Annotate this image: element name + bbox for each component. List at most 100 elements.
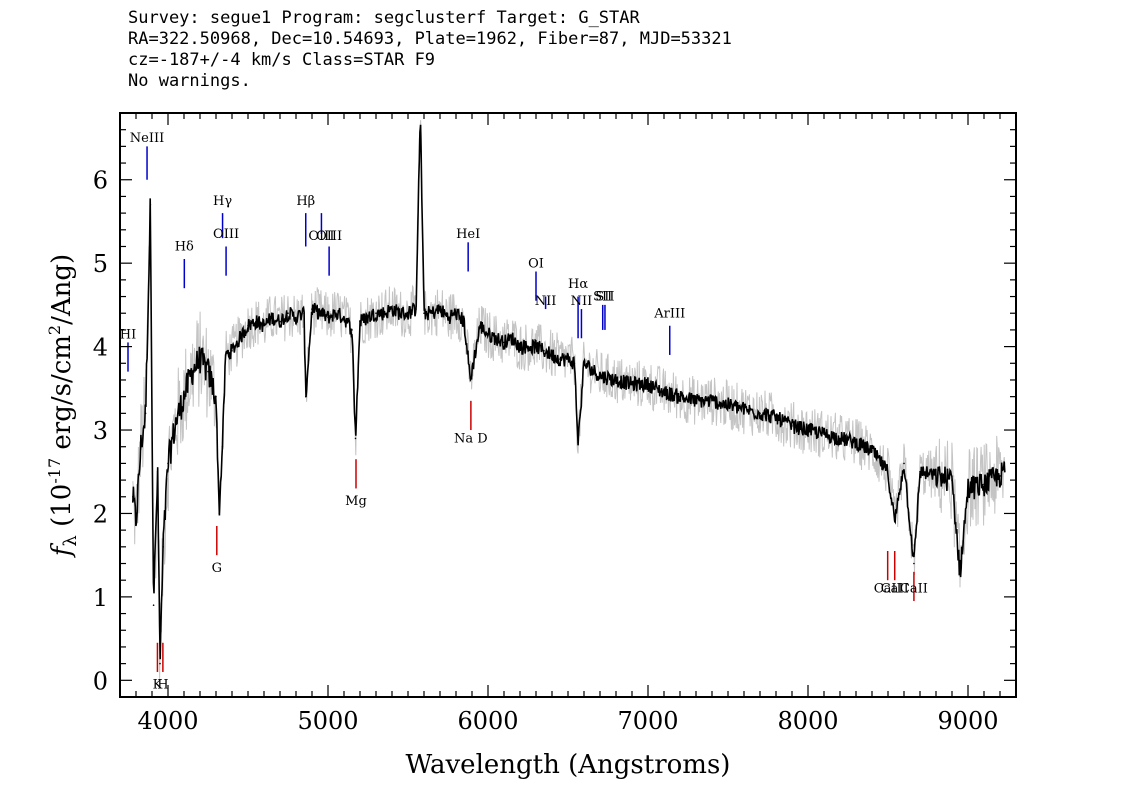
spectrum-point [647,383,649,385]
spectrum-point [319,312,321,315]
spectrum-point [199,358,201,360]
line-marker-label: G [212,561,222,576]
spectrum-point [447,316,449,319]
spectrum-point [351,329,353,331]
spectrum-point [140,445,142,448]
spectrum-point [311,308,313,310]
spectrum-point [871,450,873,452]
spectrum-point [255,320,257,323]
spectrum-point [218,512,220,515]
flux-spectrum-line [132,124,1006,660]
line-marker-label: Hα [568,277,588,292]
spectrum-point [967,487,969,490]
line-marker-label: OIII [316,229,342,244]
spectrum-point [354,437,357,440]
spectrum-point [135,521,137,523]
y-tick-label: 2 [93,500,108,528]
spectrum-point [431,312,433,315]
spectrum-point [167,462,169,465]
spectrum-point [567,358,569,360]
spectrum-point [559,358,561,360]
line-marker-label: SII [593,290,612,305]
spectrum-point [807,429,809,431]
spectrum-point [951,479,953,481]
spectrum-point [149,204,152,206]
spectrum-point [999,475,1001,477]
spectrum-point [215,395,217,398]
spectrum-point [279,320,281,323]
spectrum-point [399,312,401,315]
header-line-coordinates: RA=322.50968, Dec=10.54693, Plate=1962, … [128,29,732,49]
spectrum-point [577,441,579,444]
spectrum-point [913,562,915,565]
y-tick-label: 1 [93,584,108,612]
x-axis-title: Wavelength (Angstroms) [406,750,731,780]
spectrum-point [439,308,441,310]
line-marker-label: HI [120,327,136,342]
y-axis-title: fλ (10-17 erg/s/cm2/Ang) [45,254,81,558]
line-marker-label: CaII [881,582,909,597]
spectrum-point [839,437,841,440]
spectrum-point [132,496,134,498]
spectrum-point [551,354,553,356]
spectrum-point [231,350,233,352]
spectrum-point [271,316,273,319]
line-marker-label: NeIII [130,131,164,146]
spectrum-point [305,395,307,398]
spectrum-point [247,324,249,327]
spectrum-point [175,420,177,423]
y-tick-label: 0 [93,667,108,695]
spectrum-point [295,316,297,319]
spectrum-point [893,521,896,523]
spectrum-point [239,337,241,340]
spectrum-point [183,395,185,398]
spectrum-point [511,337,513,340]
spectrum-point [695,400,697,402]
spectrum-point [152,604,155,606]
axis-ticks [119,113,1017,697]
line-marker-label: H [157,678,168,693]
y-tick-label: 5 [93,250,108,278]
spectrum-point [287,312,289,315]
line-marker-label: OIII [308,229,334,244]
spectrum-point [159,662,161,665]
spectrum-point [343,316,345,319]
spectrum-point [407,312,409,315]
x-tick-label: 8000 [777,707,838,735]
spectrum-point [631,383,633,385]
spectrum-point [543,350,545,352]
header-line-survey: Survey: segue1 Program: segclusterf Targ… [128,8,640,28]
spectrum-point [919,470,921,473]
spectrum-point [759,412,761,415]
spectrum-point [224,354,227,356]
series-layer [132,113,1006,665]
line-marker-label: CaII [874,582,902,597]
line-marker-label: CaII [900,582,928,597]
spectrum-point [1004,470,1006,473]
plot-frame [119,112,1017,698]
line-marker-label: NII [535,294,557,309]
spectrum-point [855,441,857,444]
spectrum-point [162,546,164,548]
spectrum-point [527,345,529,348]
spectrum-point [156,470,159,473]
line-marker-label: OIII [213,227,239,242]
spectrum-point [383,312,385,315]
spectrum-point [479,324,481,327]
x-tick-label: 7000 [617,707,678,735]
spectrum-point [535,345,537,348]
x-tick-label: 5000 [297,707,358,735]
header-line-warnings: No warnings. [128,71,251,91]
spectrum-point [335,312,337,315]
spectrum-point [375,312,377,315]
y-tick-label: 6 [93,167,108,195]
header-line-redshift-class: cz=-187+/-4 km/s Class=STAR F9 [128,50,436,70]
y-tick-label: 4 [93,334,108,362]
spectrum-point [263,324,265,327]
spectrum-point [599,375,601,377]
spectrum-point [663,391,665,394]
spectrum-point [144,412,147,415]
spectrum-point [455,312,457,315]
